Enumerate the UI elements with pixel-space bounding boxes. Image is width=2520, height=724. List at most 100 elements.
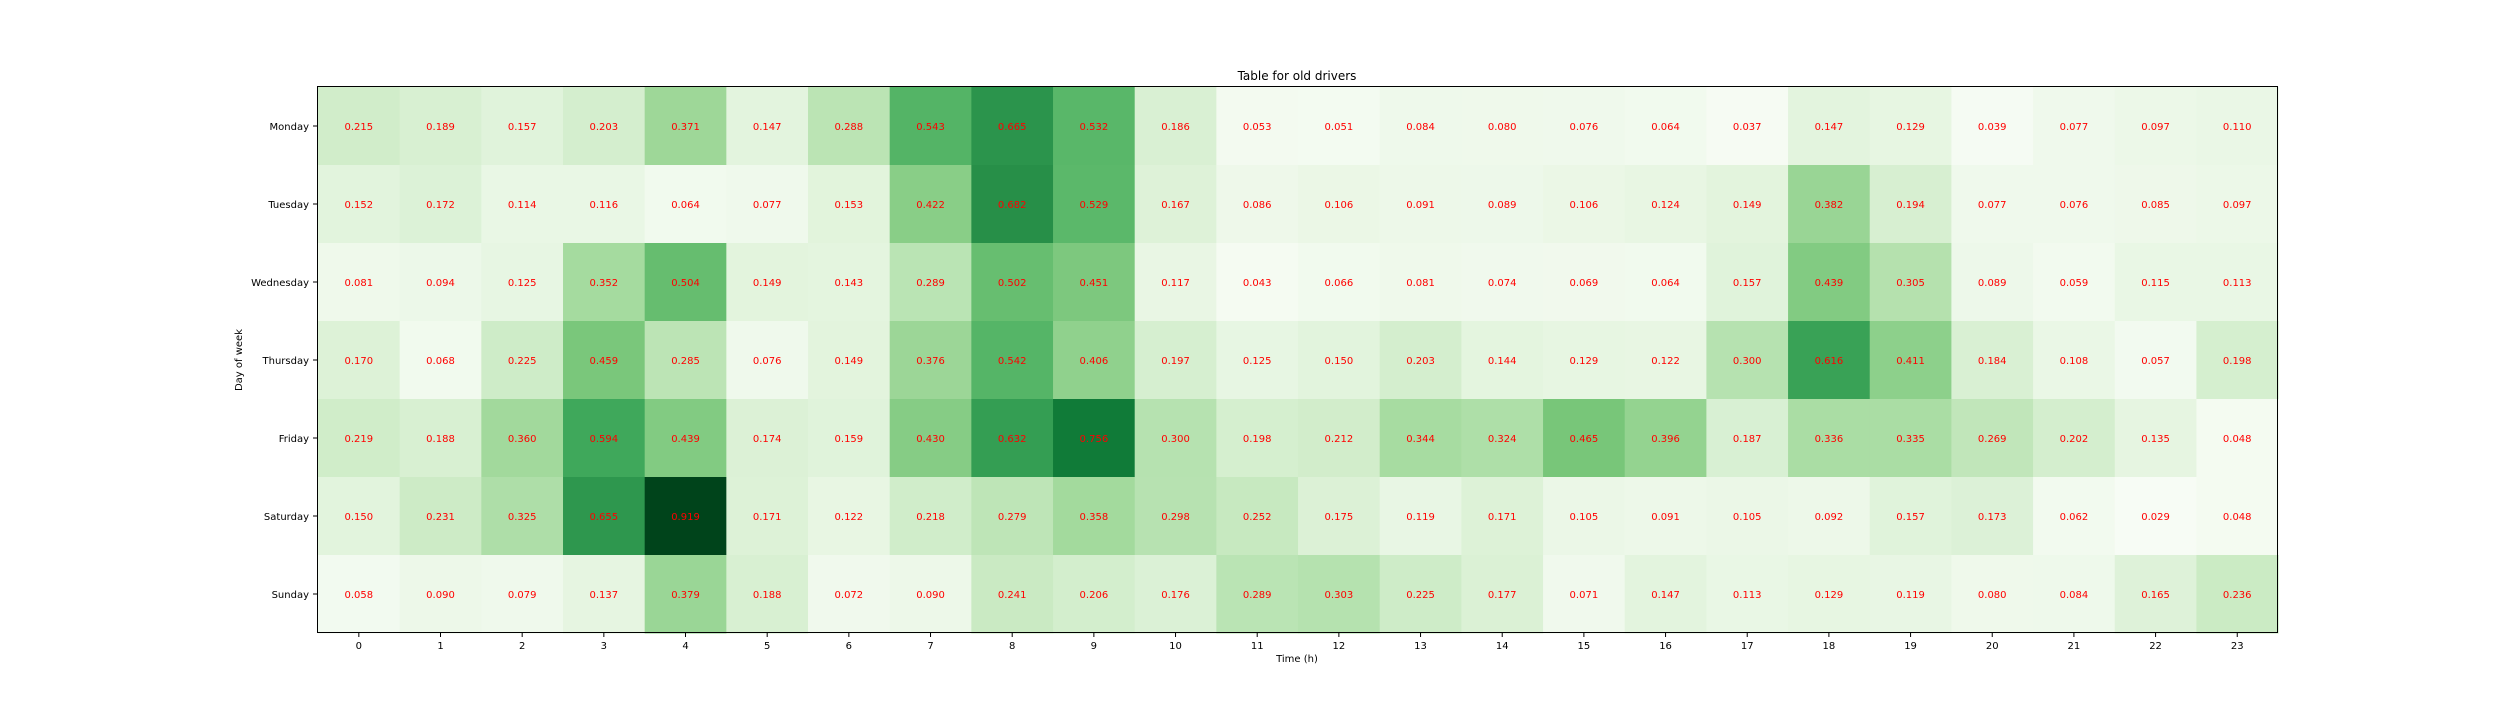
- cell-value-label: 0.165: [2141, 590, 2170, 601]
- x-tick-label: 6: [846, 641, 852, 652]
- heatmap-cell: [889, 477, 972, 556]
- heatmap-cell: [1869, 87, 1952, 166]
- heatmap-cell: [2196, 321, 2279, 400]
- heatmap-cell: [1053, 165, 1136, 244]
- x-tick-label: 9: [1091, 641, 1097, 652]
- heatmap-cell: [2114, 87, 2198, 166]
- cell-value-label: 0.188: [753, 590, 782, 601]
- heatmap-cell: [1216, 399, 1299, 478]
- heatmap-cell: [1624, 165, 1707, 244]
- cell-value-label: 0.542: [998, 356, 1027, 367]
- heatmap-cell: [1951, 555, 2034, 634]
- heatmap-cell: [1298, 555, 1381, 634]
- cell-value-label: 0.159: [835, 434, 864, 445]
- heatmap-cell: [1543, 321, 1626, 400]
- cell-value-label: 0.097: [2223, 200, 2252, 211]
- cell-value-label: 0.152: [345, 200, 374, 211]
- heatmap-cell: [399, 243, 482, 322]
- cell-value-label: 0.172: [426, 200, 455, 211]
- cell-value-label: 0.147: [1815, 122, 1844, 133]
- x-axis-label: Time (h): [1275, 654, 1318, 665]
- heatmap-cell: [318, 165, 401, 244]
- cell-value-label: 0.665: [998, 122, 1027, 133]
- heatmap-cell: [1706, 87, 1789, 166]
- cell-value-label: 0.051: [1325, 122, 1354, 133]
- cell-value-label: 0.616: [1815, 356, 1844, 367]
- heatmap-cell: [889, 321, 972, 400]
- heatmap-cell: [889, 87, 972, 166]
- cell-value-label: 0.091: [1651, 512, 1680, 523]
- cell-value-label: 0.451: [1080, 278, 1109, 289]
- heatmap-cell: [644, 399, 727, 478]
- cell-value-label: 0.084: [1406, 122, 1435, 133]
- heatmap-cell: [2114, 399, 2198, 478]
- cell-value-label: 0.153: [835, 200, 864, 211]
- heatmap-cell: [318, 243, 401, 322]
- heatmap-cell: [1298, 165, 1381, 244]
- cell-value-label: 0.430: [916, 434, 945, 445]
- cell-value-label: 0.091: [1406, 200, 1435, 211]
- heatmap-cell: [1624, 399, 1707, 478]
- cell-value-label: 0.039: [1978, 122, 2007, 133]
- cell-value-label: 0.324: [1488, 434, 1517, 445]
- x-tick-label: 23: [2231, 641, 2244, 652]
- cell-value-label: 0.157: [1896, 512, 1925, 523]
- heatmap-cell: [644, 87, 727, 166]
- heatmap-cell: [1461, 165, 1544, 244]
- heatmap-cell: [1379, 243, 1462, 322]
- heatmap-cell: [1461, 243, 1544, 322]
- heatmap-cell: [726, 165, 809, 244]
- cell-value-label: 0.048: [2223, 512, 2252, 523]
- cell-value-label: 0.300: [1161, 434, 1190, 445]
- y-tick-label: Tuesday: [267, 200, 309, 211]
- heatmap-cell: [1053, 87, 1136, 166]
- cell-value-label: 0.105: [1570, 512, 1599, 523]
- cell-value-label: 0.252: [1243, 512, 1272, 523]
- cell-value-label: 0.129: [1896, 122, 1925, 133]
- cell-value-label: 0.285: [671, 356, 700, 367]
- cell-value-label: 0.108: [2060, 356, 2089, 367]
- heatmap-cell: [2033, 321, 2116, 400]
- cell-value-label: 0.336: [1815, 434, 1844, 445]
- cell-value-label: 0.037: [1733, 122, 1762, 133]
- heatmap-cell: [1379, 165, 1462, 244]
- x-tick-label: 1: [437, 641, 443, 652]
- heatmap-cell: [1543, 555, 1626, 634]
- heatmap-cell: [971, 555, 1054, 634]
- heatmap-cell: [1624, 555, 1707, 634]
- cell-value-label: 0.174: [753, 434, 782, 445]
- cell-value-label: 0.114: [508, 200, 537, 211]
- x-tick-label: 20: [1986, 641, 1999, 652]
- heatmap-cell: [1134, 399, 1217, 478]
- heatmap-cell: [1788, 399, 1871, 478]
- cell-value-label: 0.137: [590, 590, 619, 601]
- plot-frame: [317, 86, 2278, 633]
- cell-value-label: 0.406: [1080, 356, 1109, 367]
- cell-value-label: 0.129: [1815, 590, 1844, 601]
- heatmap-cell: [1869, 555, 1952, 634]
- heatmap-cell: [808, 87, 891, 166]
- cell-value-label: 0.119: [1406, 512, 1435, 523]
- heatmap-cell: [1379, 555, 1462, 634]
- cell-value-label: 0.097: [2141, 122, 2170, 133]
- heatmap-cell: [563, 399, 646, 478]
- cell-value-label: 0.089: [1488, 200, 1517, 211]
- cell-value-label: 0.188: [426, 434, 455, 445]
- heatmap-cell: [889, 555, 972, 634]
- cell-value-label: 0.080: [1488, 122, 1517, 133]
- heatmap-cell: [2033, 399, 2116, 478]
- cell-value-label: 0.186: [1161, 122, 1190, 133]
- cell-value-label: 0.439: [1815, 278, 1844, 289]
- heatmap-cell: [808, 555, 891, 634]
- heatmap-cell: [563, 555, 646, 634]
- cell-value-label: 0.043: [1243, 278, 1272, 289]
- heatmap-cell: [1869, 243, 1952, 322]
- cell-value-label: 0.076: [753, 356, 782, 367]
- heatmap-cell: [1134, 165, 1217, 244]
- heatmap-cell: [726, 243, 809, 322]
- heatmap-cell: [1543, 165, 1626, 244]
- cell-value-label: 0.236: [2223, 590, 2252, 601]
- cell-value-label: 0.059: [2060, 278, 2089, 289]
- heatmap-cell: [318, 321, 401, 400]
